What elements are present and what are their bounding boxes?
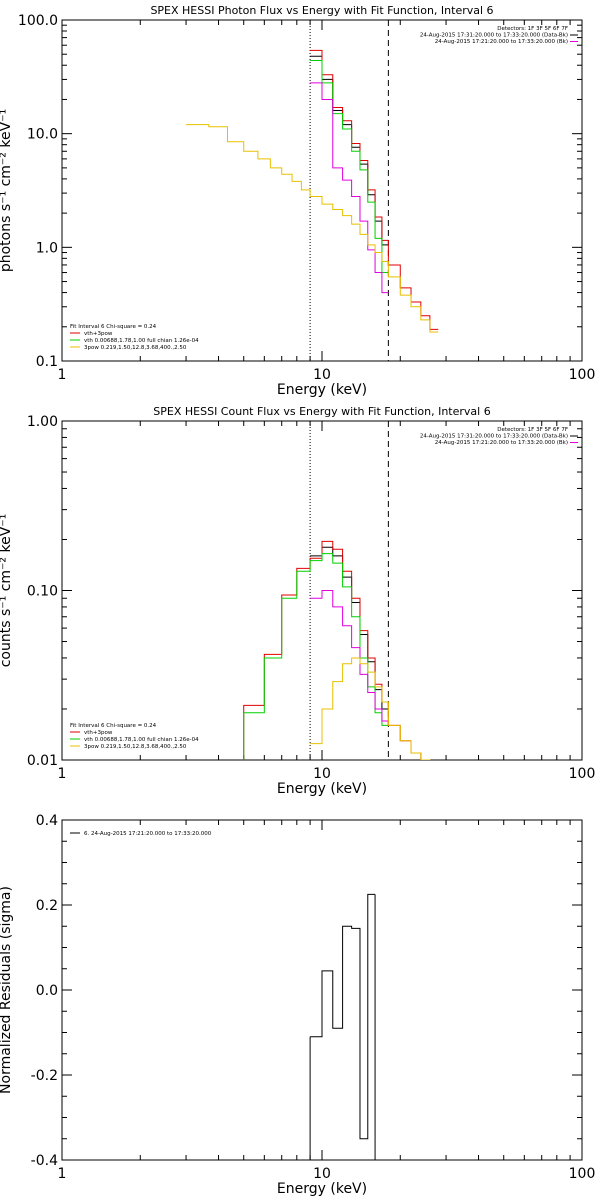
x-tick-label: 100 [569,766,596,782]
y-axis-label: counts s⁻¹ cm⁻² keV⁻¹ [0,514,14,668]
data-series-0 [310,893,376,1140]
info-line: 24-Aug-2015 17:21:20.000 to 17:33:20.000… [435,39,568,45]
y-tick-label: 1.00 [27,414,58,430]
fit-legend-text: vth+3pow [84,730,113,736]
info-line: 24-Aug-2015 17:31:20.000 to 17:33:20.000… [420,434,568,440]
panel-count: SPEX HESSI Count Flux vs Energy with Fit… [0,405,595,797]
y-tick-label: 0.1 [36,354,58,370]
data-series-4 [310,657,431,760]
x-axis-label: Energy (keV) [277,382,367,398]
data-series-2 [243,553,389,760]
data-series-3 [310,82,389,294]
y-axis-ticks: -0.4 -0.2 0.0 0.2 0.4 [31,813,582,1169]
residual-legend: 6. 24-Aug-2015 17:21:20.000 to 17:33:20.… [70,831,212,837]
data-series-2 [310,60,389,274]
x-axis-ticks: 1 10 100 [58,421,596,782]
x-axis-ticks: 1 10 100 [58,20,596,383]
x-axis-label: Energy (keV) [277,781,367,797]
fit-legend-text: vth 0.00688,1.78,1.00 full chian 1.26e-0… [84,338,199,344]
x-tick-label: 10 [313,367,331,383]
x-tick-label: 1 [58,367,67,383]
panel-resid: 1 10 100 -0.4 -0.2 0.0 0.2 0.4 Energy (keV) Norma… [0,813,595,1197]
data-area [186,20,439,361]
panel-photon: SPEX HESSI Photon Flux vs Energy with Fi… [0,4,595,398]
chart-title: SPEX HESSI Photon Flux vs Energy with Fi… [150,4,493,17]
y-tick-label: 1.0 [36,240,58,256]
fit-legend-title: Fit Interval 6 Chi-square = 0.24 [70,723,157,729]
fit-legend-text: 3pow 0.219,1.50,12.8,3.68,400.,2.50 [84,345,187,351]
fit-legend-text: vth 0.00688,1.78,1.00 full chian 1.26e-0… [84,737,199,743]
y-tick-label: 0.0 [36,983,58,999]
y-axis-label: photons s⁻¹ cm⁻² keV⁻¹ [0,109,14,272]
x-tick-label: 10 [313,766,331,782]
data-series-1 [310,49,439,330]
data-area [243,421,431,760]
info-line: Detectors: 1F 3F 5F 6F 7F [497,26,568,32]
data-area [309,893,376,1160]
data-series-3 [310,590,389,722]
y-tick-label: 0.10 [27,584,58,600]
x-tick-label: 1 [58,1166,67,1182]
info-line: 24-Aug-2015 17:21:20.000 to 17:33:20.000… [435,440,568,446]
data-series-4 [186,124,439,333]
y-tick-label: 0.01 [27,753,58,769]
chart-title: SPEX HESSI Count Flux vs Energy with Fit… [153,405,490,418]
y-tick-label: 100.0 [18,13,58,29]
fit-legend-title: Fit Interval 6 Chi-square = 0.24 [70,324,157,330]
fit-legend-text: 3pow 0.219,1.50,12.8,3.68,400.,2.50 [84,744,187,750]
fit-legend: Fit Interval 6 Chi-square = 0.24vth+3pow… [70,723,199,750]
data-series-0 [310,55,389,246]
data-series-0 [310,546,389,710]
residual-legend-text: 6. 24-Aug-2015 17:21:20.000 to 17:33:20.… [84,831,212,837]
info-line: Detectors: 1F 3F 5F 6F 7F [497,427,568,433]
y-tick-label: -0.4 [31,1153,58,1169]
y-tick-label: 10.0 [27,127,58,143]
x-tick-label: 10 [313,1166,331,1182]
x-tick-label: 100 [569,1166,596,1182]
y-tick-label: 0.4 [36,813,58,829]
y-tick-label: -0.2 [31,1068,58,1084]
fit-legend-text: vth+3pow [84,331,113,337]
info-line: 24-Aug-2015 17:31:20.000 to 17:33:20.000… [420,33,568,39]
x-tick-label: 100 [569,367,596,383]
x-axis-ticks: 1 10 100 [58,820,596,1182]
y-axis-ticks: 0.1 1.0 10.0 100.0 [18,13,582,370]
y-axis-ticks: 0.01 0.10 1.00 [27,414,582,769]
x-axis-label: Energy (keV) [277,1181,367,1197]
x-tick-label: 1 [58,766,67,782]
fit-legend: Fit Interval 6 Chi-square = 0.24vth+3pow… [70,324,199,351]
y-axis-label: Normalized Residuals (sigma) [0,886,14,1094]
y-tick-label: 0.2 [36,898,58,914]
